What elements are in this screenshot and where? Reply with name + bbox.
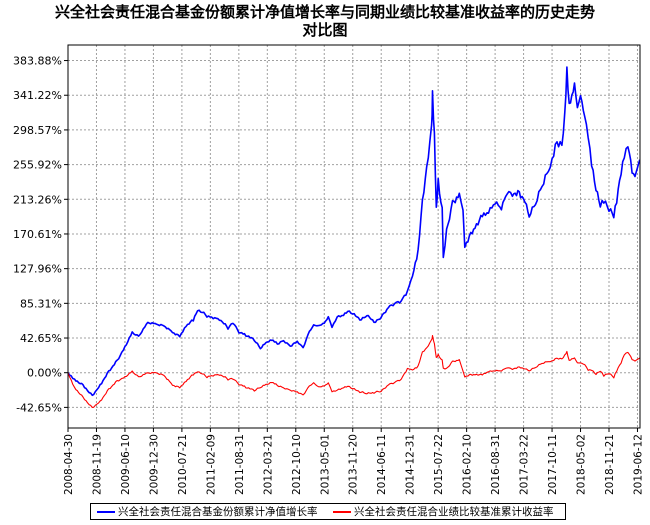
x-tick-label: 2013-05-01 xyxy=(319,434,331,495)
y-tick-label: 127.96% xyxy=(13,263,62,276)
legend-swatch-fund xyxy=(97,511,115,513)
grid-layer xyxy=(67,45,640,428)
y-tick-label: 298.57% xyxy=(13,124,62,137)
plot-frame xyxy=(67,44,641,429)
legend-label-fund: 兴全社会责任混合基金份额累计净值增长率 xyxy=(118,506,318,518)
x-tick-label: 2009-12-30 xyxy=(148,434,160,495)
x-tick-label: 2019-06-12 xyxy=(632,434,644,495)
series-line-benchmark xyxy=(67,334,640,409)
legend-label-benchmark: 兴全社会责任混合业绩比较基准累计收益率 xyxy=(354,506,554,518)
legend-item-benchmark: 兴全社会责任混合业绩比较基准累计收益率 xyxy=(333,505,554,519)
x-tick-label: 2016-08-31 xyxy=(490,434,502,495)
x-tick-label: 2012-03-21 xyxy=(262,434,274,495)
y-tick-label: 341.22% xyxy=(13,89,62,102)
y-tick-label: 383.88% xyxy=(13,55,62,68)
x-tick-label: 2014-12-31 xyxy=(405,434,417,495)
x-tick-label: 2013-11-20 xyxy=(348,434,360,495)
axis-layer: 383.88% 341.22% 298.57% 255.92% 213.26% 170.6… xyxy=(13,44,644,495)
x-tick-label: 2011-02-09 xyxy=(205,434,217,495)
y-tick-label: 85.31% xyxy=(20,297,62,310)
x-tick-label: 2014-06-11 xyxy=(376,434,388,495)
x-tick-label: 2008-04-30 xyxy=(63,434,75,495)
y-tick-label: 0.00% xyxy=(27,367,62,380)
x-tick-label: 2010-07-21 xyxy=(177,434,189,495)
y-tick-label: 255.92% xyxy=(13,159,62,172)
y-tick-label: 213.26% xyxy=(13,193,62,206)
legend: 兴全社会责任混合基金份额累计净值增长率 兴全社会责任混合业绩比较基准累计收益率 xyxy=(90,503,566,520)
x-tick-label: 2012-10-10 xyxy=(291,434,303,495)
x-tick-label: 2017-10-11 xyxy=(547,434,559,495)
x-tick-label: 2017-03-22 xyxy=(519,434,531,495)
chart-title-line2: 对比图 xyxy=(302,21,348,39)
plot-area xyxy=(68,45,640,428)
x-tick-label: 2008-11-19 xyxy=(91,434,103,495)
legend-swatch-benchmark xyxy=(333,511,351,513)
y-tick-label: -42.65% xyxy=(16,401,62,414)
x-tick-label: 2011-08-31 xyxy=(234,434,246,495)
x-tick-label: 2009-06-10 xyxy=(120,434,132,495)
x-tick-label: 2015-07-22 xyxy=(433,434,445,495)
series-line-fund xyxy=(67,66,641,397)
legend-item-fund: 兴全社会责任混合基金份额累计净值增长率 xyxy=(97,505,318,519)
y-tick-label: 42.65% xyxy=(20,332,62,345)
x-tick-label: 2018-11-21 xyxy=(604,434,616,495)
series-layer xyxy=(67,66,641,409)
y-tick-label: 170.61% xyxy=(13,228,62,241)
chart-title-line1: 兴全社会责任混合基金份额累计净值增长率与同期业绩比较基准收益率的历史走势 xyxy=(54,3,595,21)
x-tick-label: 2018-05-02 xyxy=(576,434,588,495)
x-tick-label: 2016-02-10 xyxy=(462,434,474,495)
